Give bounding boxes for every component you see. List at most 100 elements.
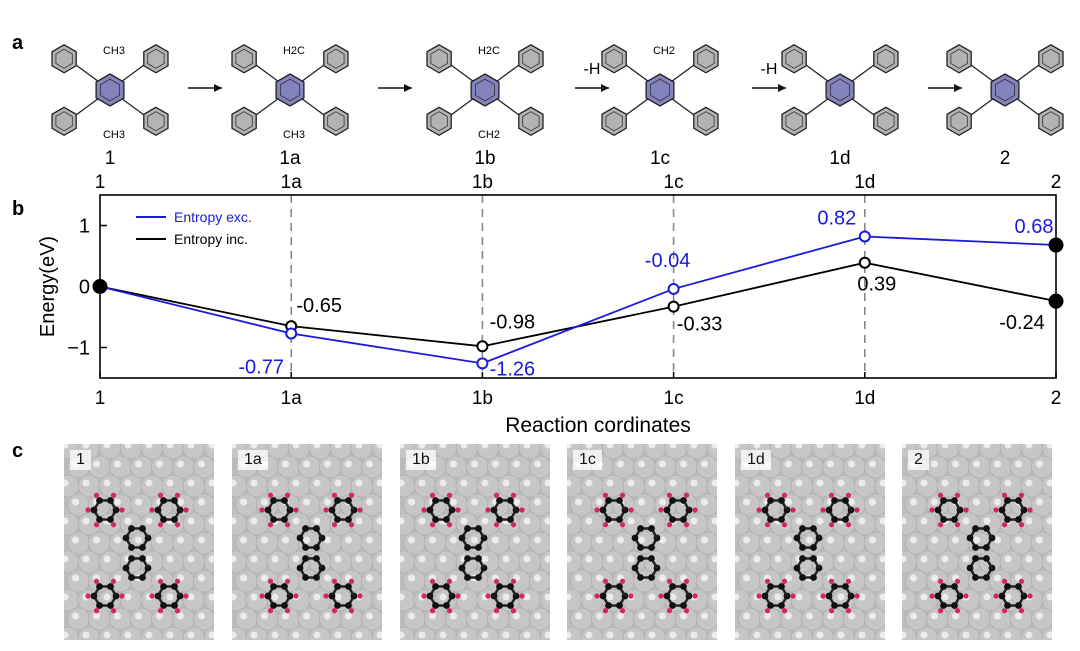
substrate-highlight — [198, 612, 205, 620]
hydrogen-atom — [284, 578, 291, 584]
substrate-highlight — [920, 517, 928, 525]
substrate-atom — [685, 588, 709, 612]
substrate-atom — [864, 607, 885, 631]
substrate-atom — [664, 444, 688, 460]
substrate-highlight — [806, 498, 813, 506]
substrate-highlight — [64, 444, 69, 449]
substrate-highlight — [64, 631, 69, 639]
carbon-atom — [956, 592, 964, 600]
substrate-highlight — [931, 460, 938, 468]
bond — [827, 509, 836, 521]
hydrogen-atom — [323, 507, 329, 513]
substrate-atom — [487, 569, 510, 593]
substrate-highlight — [764, 574, 771, 582]
substrate-atom — [182, 512, 206, 536]
substrate-highlight — [837, 631, 845, 639]
carbon-atom — [496, 583, 503, 590]
carbon-atom — [988, 564, 996, 572]
carbon-atom — [507, 602, 514, 609]
carbon-atom — [345, 497, 352, 504]
carbon-atom — [956, 506, 964, 514]
phenyl-ring-inner — [605, 48, 623, 69]
substrate-highlight — [690, 517, 698, 525]
carbon-atom — [144, 564, 152, 572]
substrate-highlight — [795, 631, 803, 639]
carbon-atom — [648, 525, 655, 532]
substrate-atom — [832, 444, 856, 460]
bond — [795, 557, 804, 569]
substrate-atom — [98, 550, 122, 574]
carbon-atom — [685, 506, 693, 514]
hydrogen-atom — [937, 522, 944, 528]
hydrogen-atom — [828, 522, 835, 528]
substrate-atom — [266, 474, 290, 498]
substrate-atom — [622, 512, 646, 536]
substrate-atom — [466, 455, 489, 479]
carbon-atom — [171, 497, 178, 504]
substrate-atom — [350, 550, 374, 574]
substrate-atom — [567, 550, 583, 574]
central-ring — [645, 73, 675, 107]
substrate-atom — [874, 512, 885, 536]
molecule-label: 1b — [474, 148, 495, 169]
substrate-highlight — [439, 479, 447, 487]
carbon-atom — [432, 497, 439, 504]
hydrogen-atom — [820, 593, 826, 599]
hydrogen-atom — [357, 593, 363, 599]
substrate-highlight — [502, 517, 510, 525]
substrate-atom — [978, 474, 1002, 498]
phenyl-ring — [781, 44, 807, 74]
substrate-highlight — [627, 479, 635, 487]
substrate-atom — [88, 455, 111, 479]
substrate-atom — [1041, 626, 1052, 640]
substrate-highlight — [952, 612, 959, 620]
substituent-label: CH2 — [653, 45, 675, 57]
substrate-atom — [1020, 474, 1044, 498]
substrate-atom — [769, 626, 793, 640]
substrate-atom — [140, 474, 164, 498]
substrate-highlight — [743, 574, 750, 582]
substrate-highlight — [355, 517, 363, 525]
bond — [812, 537, 821, 549]
carbon-atom — [480, 534, 488, 542]
carbon-atom — [783, 506, 791, 514]
bond — [1017, 509, 1026, 521]
substrate-highlight — [753, 517, 761, 525]
bond — [283, 509, 292, 521]
substrate-highlight — [166, 555, 174, 563]
substrate-highlight — [848, 460, 855, 468]
substrate-atom — [277, 493, 300, 517]
bond — [633, 557, 642, 569]
tile-label: 1a — [238, 450, 268, 470]
substrate-highlight — [240, 498, 247, 506]
substrate-highlight — [232, 631, 237, 639]
hydrogen-atom — [174, 492, 181, 498]
substrate-atom — [853, 512, 877, 536]
hydrogen-atom — [157, 492, 164, 498]
bond — [985, 557, 994, 569]
substrate-highlight — [931, 574, 938, 582]
carbon-atom — [810, 574, 817, 581]
substrate-highlight — [177, 612, 184, 620]
substrate-atom — [1010, 531, 1033, 555]
hydrogen-atom — [854, 507, 860, 513]
substrate-atom — [947, 455, 970, 479]
bond — [827, 499, 836, 511]
substrate-highlight — [523, 631, 531, 639]
substrate-highlight — [471, 536, 478, 544]
bond — [347, 509, 356, 521]
substrate-highlight — [313, 555, 321, 563]
substrate-atom — [612, 607, 635, 631]
substrate-atom — [340, 493, 363, 517]
substrate-atom — [989, 493, 1012, 517]
substrate-atom — [580, 474, 604, 498]
carbon-atom — [512, 506, 520, 514]
carbon-atom — [139, 544, 146, 551]
structure-tile-2: 2 — [902, 444, 1052, 640]
substrate-highlight — [282, 612, 289, 620]
substrate-highlight — [585, 631, 593, 639]
bond — [173, 509, 182, 521]
substrate-highlight — [439, 631, 447, 639]
substrate-highlight — [324, 498, 331, 506]
substrate-highlight — [292, 444, 300, 449]
